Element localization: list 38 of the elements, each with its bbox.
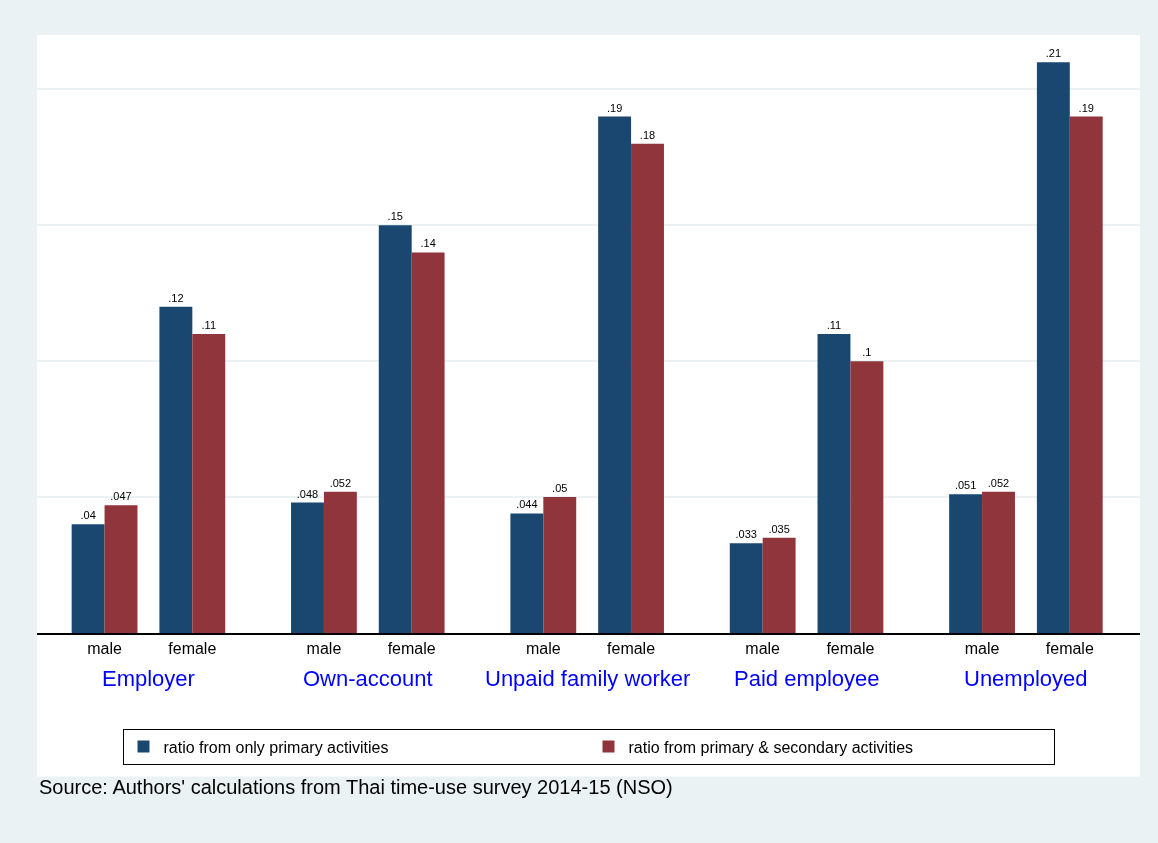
x-tick-label: female — [1045, 639, 1094, 657]
x-tick-label: male — [964, 639, 1000, 657]
x-tick-label: female — [387, 639, 436, 657]
data-label: .033 — [735, 528, 757, 541]
data-label: .19 — [1078, 101, 1094, 114]
data-label: .19 — [606, 101, 623, 114]
data-label: .18 — [639, 128, 656, 141]
data-label: .044 — [516, 498, 538, 511]
text: Own-account — [303, 666, 433, 691]
x-tick-label: female — [826, 639, 875, 657]
legend-label: ratio from only primary activities — [163, 738, 389, 756]
text: Unemployed — [964, 666, 1088, 691]
data-label: .11 — [826, 319, 842, 331]
x-tick-label: female — [607, 639, 656, 657]
x-tick-label: male — [306, 639, 342, 657]
data-label: .14 — [420, 237, 436, 250]
x-tick-label: male — [745, 639, 781, 657]
source-note: Source: Authors' calculations from Thai time-use survey 2014-15 (NSO) — [39, 776, 673, 798]
text: Unpaid family worker — [485, 666, 691, 691]
x-tick-label: female — [168, 639, 217, 657]
text: Employer — [102, 666, 195, 691]
data-label: .11 — [201, 319, 217, 331]
data-label: .1 — [862, 346, 872, 359]
data-label: .051 — [954, 479, 977, 492]
data-label: .04 — [80, 509, 96, 522]
data-label: .035 — [768, 522, 790, 535]
data-label: .12 — [168, 291, 184, 304]
legend-label: ratio from primary & secondary activities — [628, 738, 914, 756]
data-label: .21 — [1045, 47, 1061, 60]
data-label: .048 — [296, 487, 319, 500]
data-label: .15 — [387, 210, 403, 223]
text: Paid employee — [734, 666, 880, 691]
data-label: .052 — [987, 476, 1010, 489]
x-tick-label: male — [525, 639, 561, 657]
data-label: .05 — [552, 482, 568, 495]
x-tick-label: male — [87, 639, 123, 657]
data-label: .047 — [110, 490, 132, 503]
data-label: .052 — [329, 476, 352, 489]
